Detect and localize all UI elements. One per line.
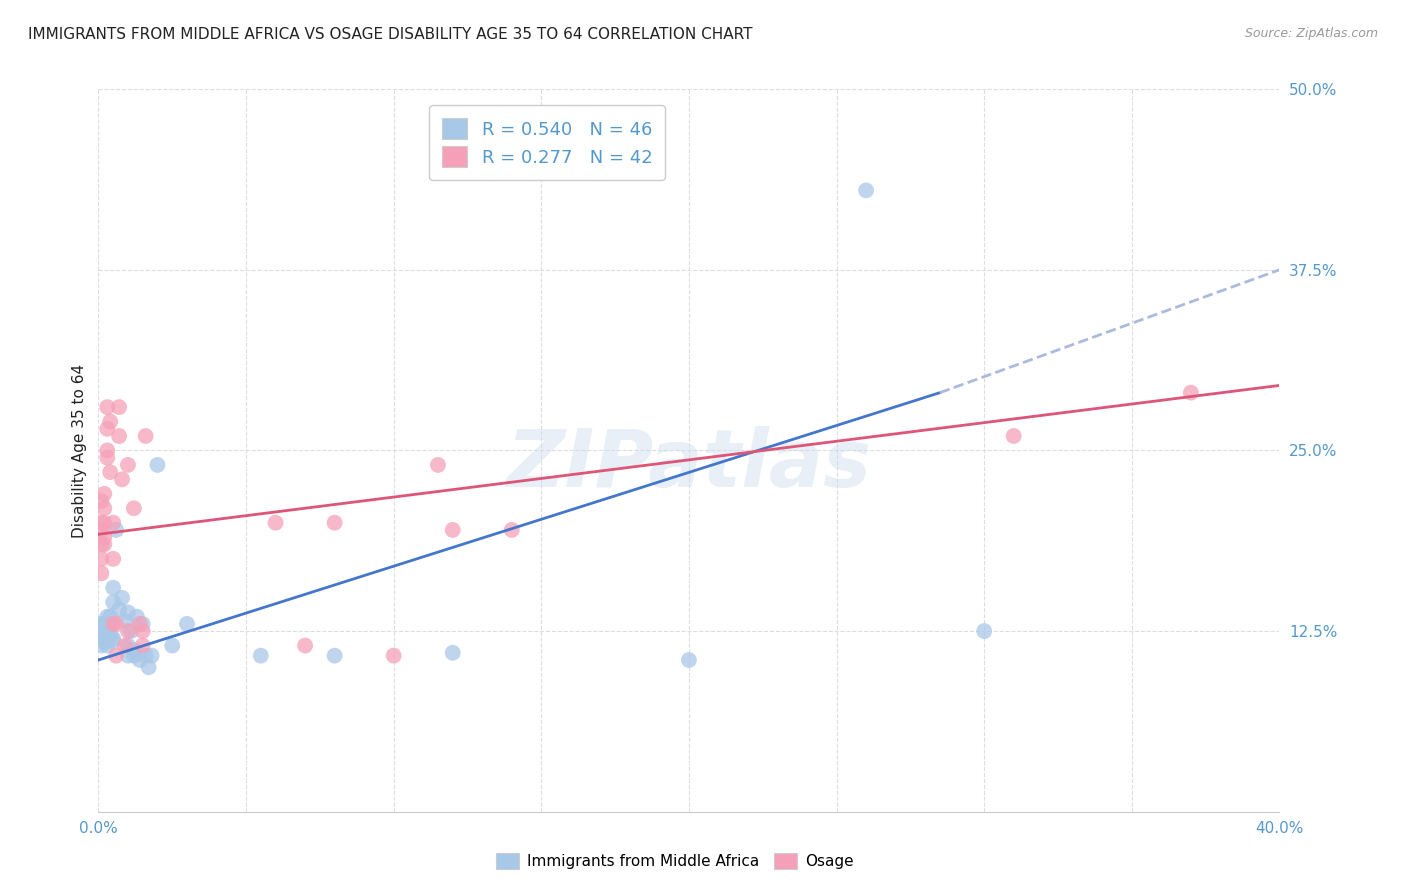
Point xyxy=(122,643,145,657)
Text: Source: ZipAtlas.com: Source: ZipAtlas.com xyxy=(1244,27,1378,40)
Legend: Immigrants from Middle Africa, Osage: Immigrants from Middle Africa, Osage xyxy=(491,847,859,875)
Point xyxy=(103,616,125,631)
Point xyxy=(176,616,198,631)
Point xyxy=(678,653,700,667)
Point xyxy=(93,487,115,501)
Point xyxy=(103,595,125,609)
Point xyxy=(96,450,118,465)
Point xyxy=(162,639,183,653)
Text: ZIPatlas: ZIPatlas xyxy=(506,425,872,504)
Point xyxy=(108,400,131,414)
Point xyxy=(855,183,877,197)
Point xyxy=(117,639,139,653)
Point xyxy=(146,458,169,472)
Point xyxy=(114,614,136,628)
Point xyxy=(90,628,112,642)
Point xyxy=(111,591,134,605)
Point xyxy=(132,624,155,639)
Point xyxy=(264,516,287,530)
Point xyxy=(108,429,131,443)
Point xyxy=(93,530,115,544)
Point xyxy=(98,616,121,631)
Point xyxy=(1180,385,1202,400)
Point xyxy=(138,660,160,674)
Point xyxy=(90,632,112,646)
Point xyxy=(103,632,125,646)
Point xyxy=(103,581,125,595)
Point xyxy=(105,648,128,663)
Point xyxy=(250,648,273,663)
Point xyxy=(90,537,112,551)
Point xyxy=(98,465,121,479)
Point xyxy=(93,624,115,639)
Point xyxy=(90,616,112,631)
Point xyxy=(90,566,112,581)
Point xyxy=(323,648,346,663)
Point xyxy=(96,609,118,624)
Y-axis label: Disability Age 35 to 64: Disability Age 35 to 64 xyxy=(72,363,87,538)
Point xyxy=(93,632,115,646)
Point xyxy=(93,616,115,631)
Point xyxy=(122,648,145,663)
Point xyxy=(323,516,346,530)
Point xyxy=(103,516,125,530)
Point xyxy=(441,523,464,537)
Point xyxy=(90,523,112,537)
Point xyxy=(103,634,125,648)
Point xyxy=(90,639,112,653)
Point xyxy=(117,624,139,639)
Text: IMMIGRANTS FROM MIDDLE AFRICA VS OSAGE DISABILITY AGE 35 TO 64 CORRELATION CHART: IMMIGRANTS FROM MIDDLE AFRICA VS OSAGE D… xyxy=(28,27,752,42)
Point xyxy=(382,648,405,663)
Point xyxy=(114,639,136,653)
Point xyxy=(108,602,131,616)
Point xyxy=(93,634,115,648)
Point xyxy=(98,628,121,642)
Point xyxy=(93,501,115,516)
Point xyxy=(141,648,163,663)
Point xyxy=(98,609,121,624)
Point xyxy=(96,422,118,436)
Point xyxy=(90,551,112,566)
Point xyxy=(1002,429,1025,443)
Point xyxy=(117,458,139,472)
Point xyxy=(501,523,523,537)
Point xyxy=(117,605,139,619)
Point xyxy=(125,609,148,624)
Point xyxy=(111,472,134,486)
Point xyxy=(128,653,150,667)
Point xyxy=(93,516,115,530)
Point xyxy=(973,624,995,639)
Point xyxy=(93,537,115,551)
Point xyxy=(135,648,157,663)
Point xyxy=(132,616,155,631)
Point xyxy=(98,415,121,429)
Point xyxy=(96,639,118,653)
Point xyxy=(90,494,112,508)
Point xyxy=(132,639,155,653)
Point xyxy=(128,616,150,631)
Point xyxy=(103,551,125,566)
Point xyxy=(96,634,118,648)
Point xyxy=(90,620,112,634)
Legend: R = 0.540   N = 46, R = 0.277   N = 42: R = 0.540 N = 46, R = 0.277 N = 42 xyxy=(429,105,665,179)
Point xyxy=(90,624,112,639)
Point xyxy=(105,616,128,631)
Point xyxy=(135,429,157,443)
Point xyxy=(120,624,142,639)
Point xyxy=(96,443,118,458)
Point xyxy=(90,516,112,530)
Point xyxy=(122,501,145,516)
Point xyxy=(96,620,118,634)
Point xyxy=(441,646,464,660)
Point xyxy=(117,648,139,663)
Point xyxy=(105,523,128,537)
Point xyxy=(294,639,316,653)
Point xyxy=(427,458,450,472)
Point xyxy=(96,400,118,414)
